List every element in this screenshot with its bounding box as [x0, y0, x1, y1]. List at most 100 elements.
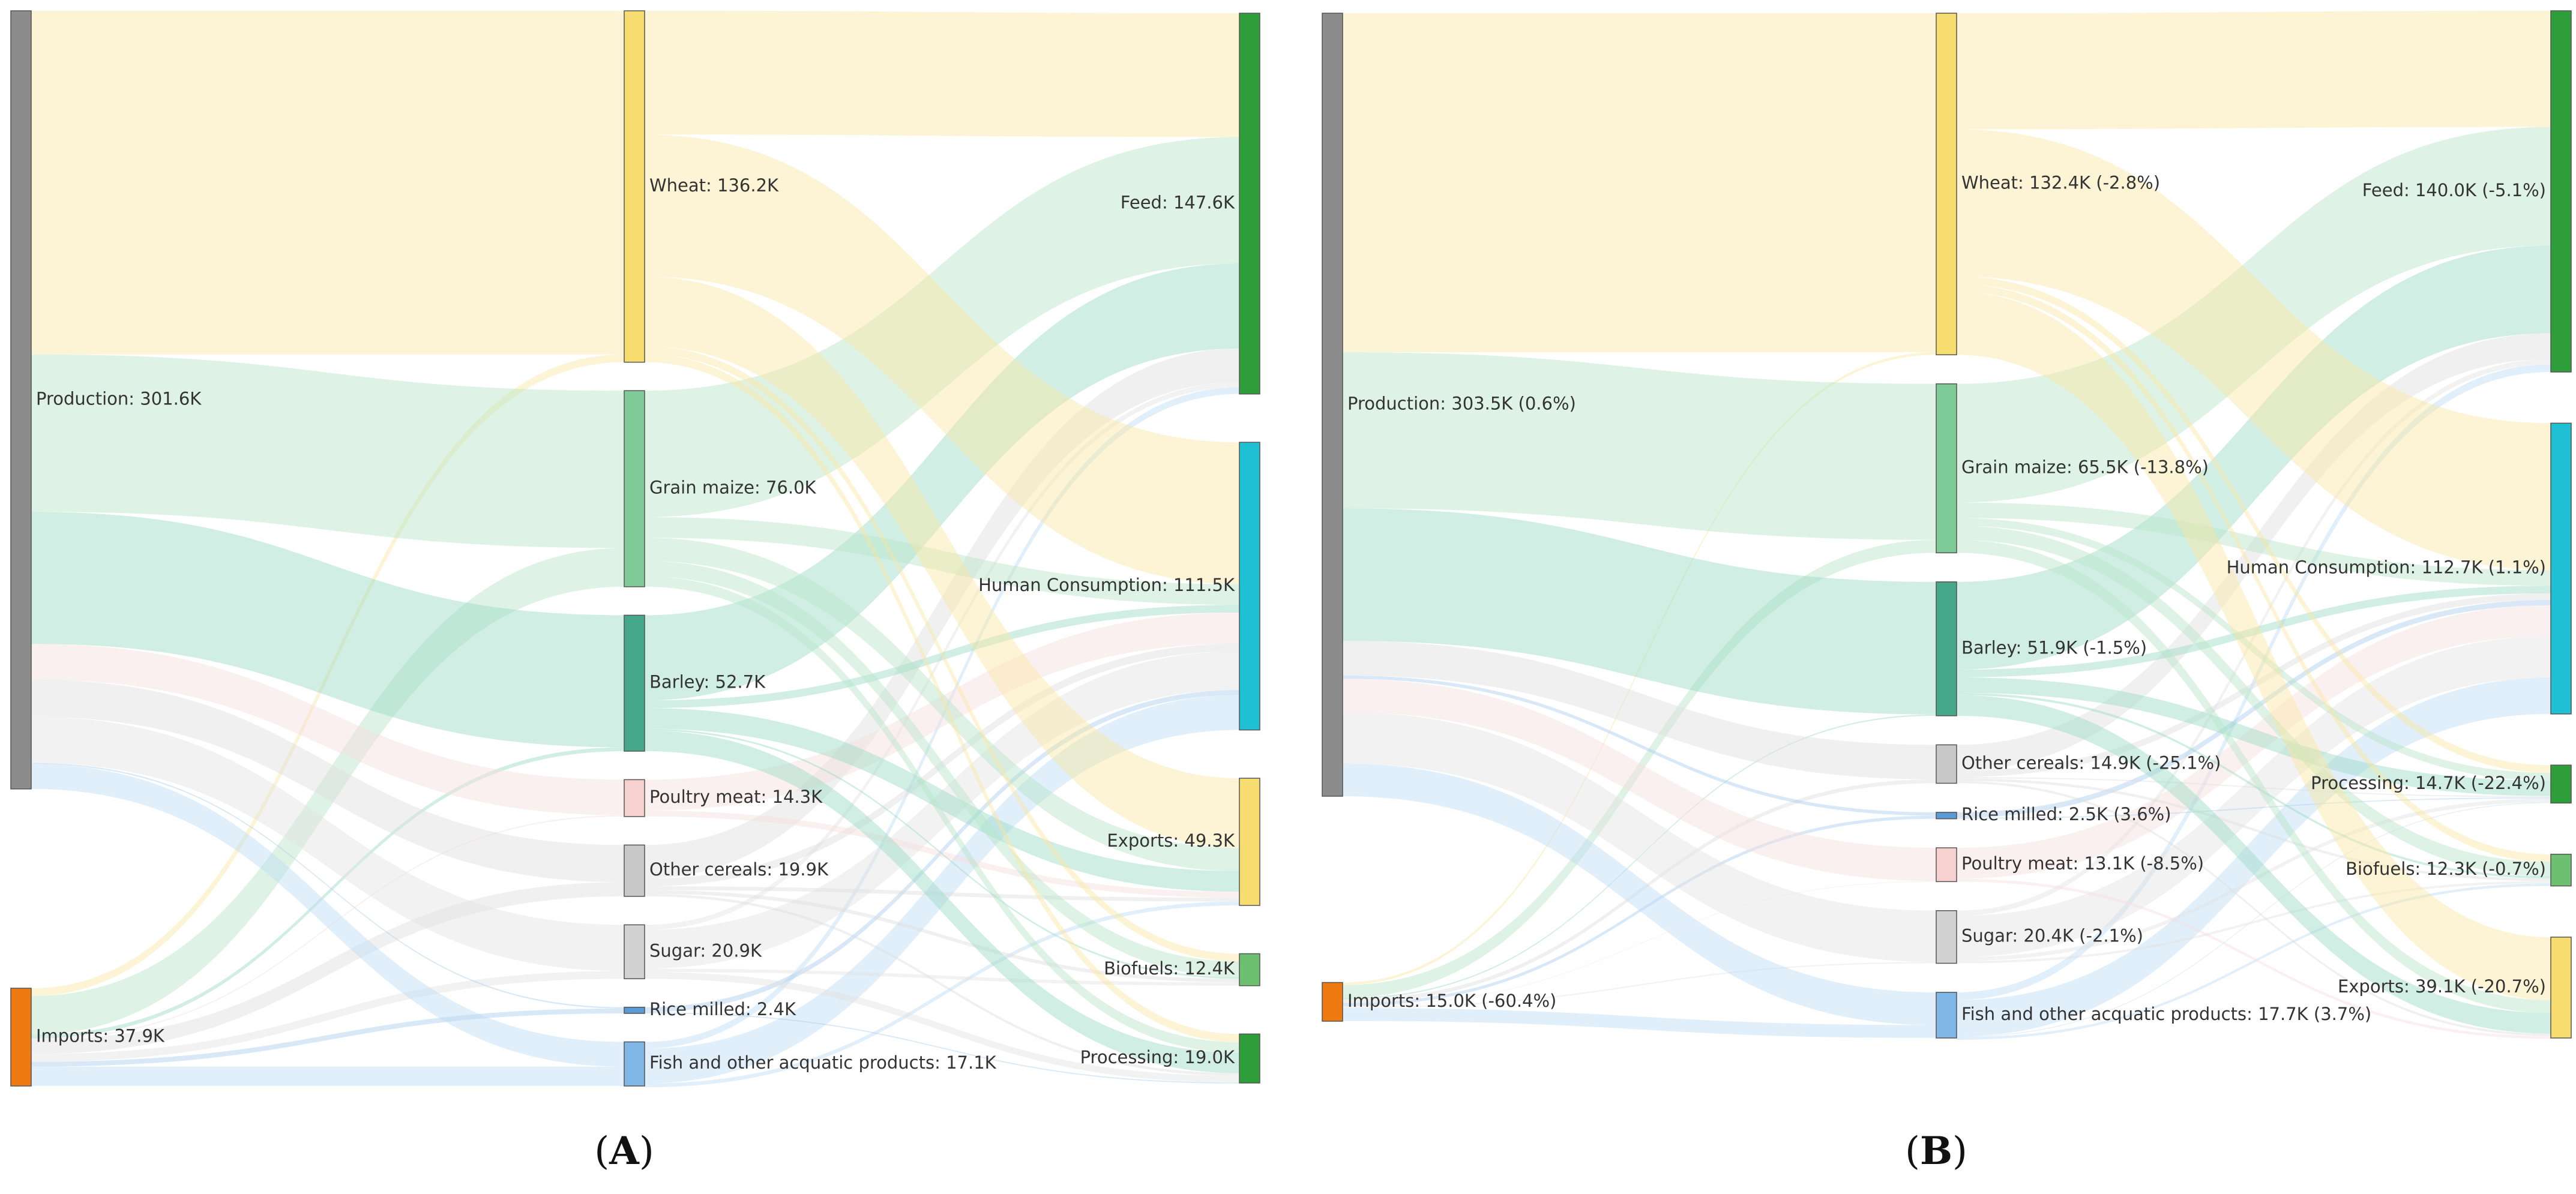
node-layer: Production: 303.5K (0.6%) Imports: 15.0K …: [1322, 10, 2572, 1039]
link-rice-processing: [645, 1012, 1239, 1084]
link-imports-poultry: [1343, 881, 1936, 1007]
link-sugar-biofuels: [1957, 881, 2551, 964]
link-fish-exports: [645, 901, 1239, 1088]
node-wheat: [624, 10, 645, 363]
link-imports-rice: [1343, 815, 1936, 1007]
link-sugar-biofuels: [645, 968, 1239, 986]
link-production-othercereals: [1343, 641, 1936, 779]
link-barley-exports: [645, 708, 1239, 892]
link-imports-wheat: [31, 354, 624, 996]
node-label-wheat: Wheat: 132.4K (-2.8%): [1961, 173, 2160, 193]
link-production-maize: [1343, 352, 1936, 540]
link-maize-biofuels: [1957, 526, 2551, 877]
link-production-wheat: [31, 11, 624, 355]
node-rice: [624, 1006, 645, 1014]
link-wheat-human: [645, 134, 1239, 584]
node-fish: [624, 1041, 645, 1087]
node-maize: [624, 390, 645, 587]
link-othercereals-biofuels: [645, 890, 1239, 983]
node-label-sugar: Sugar: 20.4K (-2.1%): [1961, 926, 2143, 946]
node-feed: [2550, 10, 2572, 373]
link-production-rice: [1343, 675, 1936, 816]
node-label-processing: Processing: 19.0K: [1080, 1047, 1235, 1067]
link-barley-human: [1957, 586, 2551, 677]
link-othercereals-processing: [1957, 777, 2551, 797]
node-label-poultry: Poultry meat: 14.3K: [649, 787, 823, 807]
node-sugar: [1936, 910, 1957, 964]
sankey-panel-b: Production: 303.5K (0.6%) Imports: 15.0K …: [1322, 10, 2572, 1040]
link-fish-feed: [645, 387, 1239, 1049]
node-label-sugar: Sugar: 20.9K: [649, 940, 762, 961]
link-sugar-human: [645, 651, 1239, 969]
link-othercereals-human: [1957, 593, 2551, 778]
node-human: [2550, 422, 2572, 715]
node-biofuels: [1239, 953, 1260, 986]
link-barley-biofuels: [1957, 692, 2551, 879]
node-maize: [1936, 383, 1957, 554]
link-wheat-processing: [645, 353, 1239, 1043]
panel-caption-a: (A): [594, 1129, 654, 1174]
link-barley-feed: [645, 263, 1239, 701]
link-production-rice: [31, 763, 624, 1009]
link-barley-feed: [1957, 245, 2551, 670]
link-fish-processing: [1957, 802, 2551, 1037]
node-label-imports: Imports: 15.0K (-60.4%): [1347, 991, 1556, 1011]
node-exports: [1239, 778, 1260, 906]
node-label-exports: Exports: 39.1K (-20.7%): [2338, 976, 2546, 997]
node-label-wheat: Wheat: 136.2K: [649, 175, 779, 196]
node-othercereals: [1936, 744, 1957, 784]
link-imports-barley: [1343, 714, 1936, 1000]
link-barley-biofuels: [645, 728, 1239, 979]
node-feed: [1239, 13, 1260, 395]
link-imports-othercereals: [31, 882, 624, 1054]
node-production: [10, 10, 32, 790]
node-label-rice: Rice milled: 2.4K: [649, 999, 796, 1019]
link-barley-exports: [1957, 695, 2551, 1034]
link-wheat-feed: [1957, 11, 2551, 130]
node-poultry: [624, 779, 645, 817]
node-production: [1322, 13, 1343, 797]
panel-caption-b: (B): [1905, 1129, 1967, 1174]
node-othercereals: [624, 844, 645, 897]
link-maize-biofuels: [645, 560, 1239, 977]
link-layer: [1343, 11, 2551, 1040]
node-barley: [624, 614, 645, 752]
link-rice-processing: [1957, 797, 2551, 819]
link-imports-fish: [31, 1066, 624, 1086]
node-wheat: [1936, 13, 1957, 356]
link-sugar-processing: [1957, 798, 2551, 961]
link-imports-barley: [31, 747, 624, 1039]
node-fish: [1936, 992, 1957, 1039]
node-biofuels: [2550, 853, 2572, 887]
node-barley: [1936, 581, 1957, 716]
link-layer: [31, 11, 1239, 1088]
link-production-maize: [31, 354, 624, 548]
link-production-sugar: [31, 716, 624, 971]
link-maize-human: [645, 517, 1239, 605]
link-maize-exports: [1957, 539, 2551, 1013]
node-poultry: [1936, 847, 1957, 883]
node-label-biofuels: Biofuels: 12.4K: [1104, 958, 1235, 979]
link-wheat-biofuels: [645, 346, 1239, 962]
node-label-maize: Grain maize: 65.5K (-13.8%): [1961, 457, 2209, 478]
link-rice-human: [645, 689, 1239, 1013]
node-rice: [1936, 812, 1957, 820]
link-imports-fish: [1343, 1008, 1936, 1038]
link-poultry-human: [645, 612, 1239, 811]
node-label-maize: Grain maize: 76.0K: [649, 478, 817, 498]
node-label-fish: Fish and other acquatic products: 17.1K: [649, 1052, 997, 1073]
link-sugar-feed: [1957, 359, 2551, 916]
link-maize-processing: [645, 576, 1239, 1053]
link-sugar-processing: [645, 972, 1239, 1083]
link-othercereals-processing: [645, 893, 1239, 1076]
link-barley-processing: [645, 730, 1239, 1073]
link-imports-maize: [1343, 539, 1936, 998]
link-production-poultry: [31, 644, 624, 815]
node-label-processing: Processing: 14.7K (-22.4%): [2311, 773, 2546, 793]
link-fish-human: [1957, 677, 2551, 1037]
link-rice-human: [1957, 599, 2551, 818]
link-wheat-exports: [645, 276, 1239, 848]
link-wheat-processing: [1957, 276, 2551, 773]
node-label-fish: Fish and other acquatic products: 17.7K …: [1961, 1004, 2371, 1024]
